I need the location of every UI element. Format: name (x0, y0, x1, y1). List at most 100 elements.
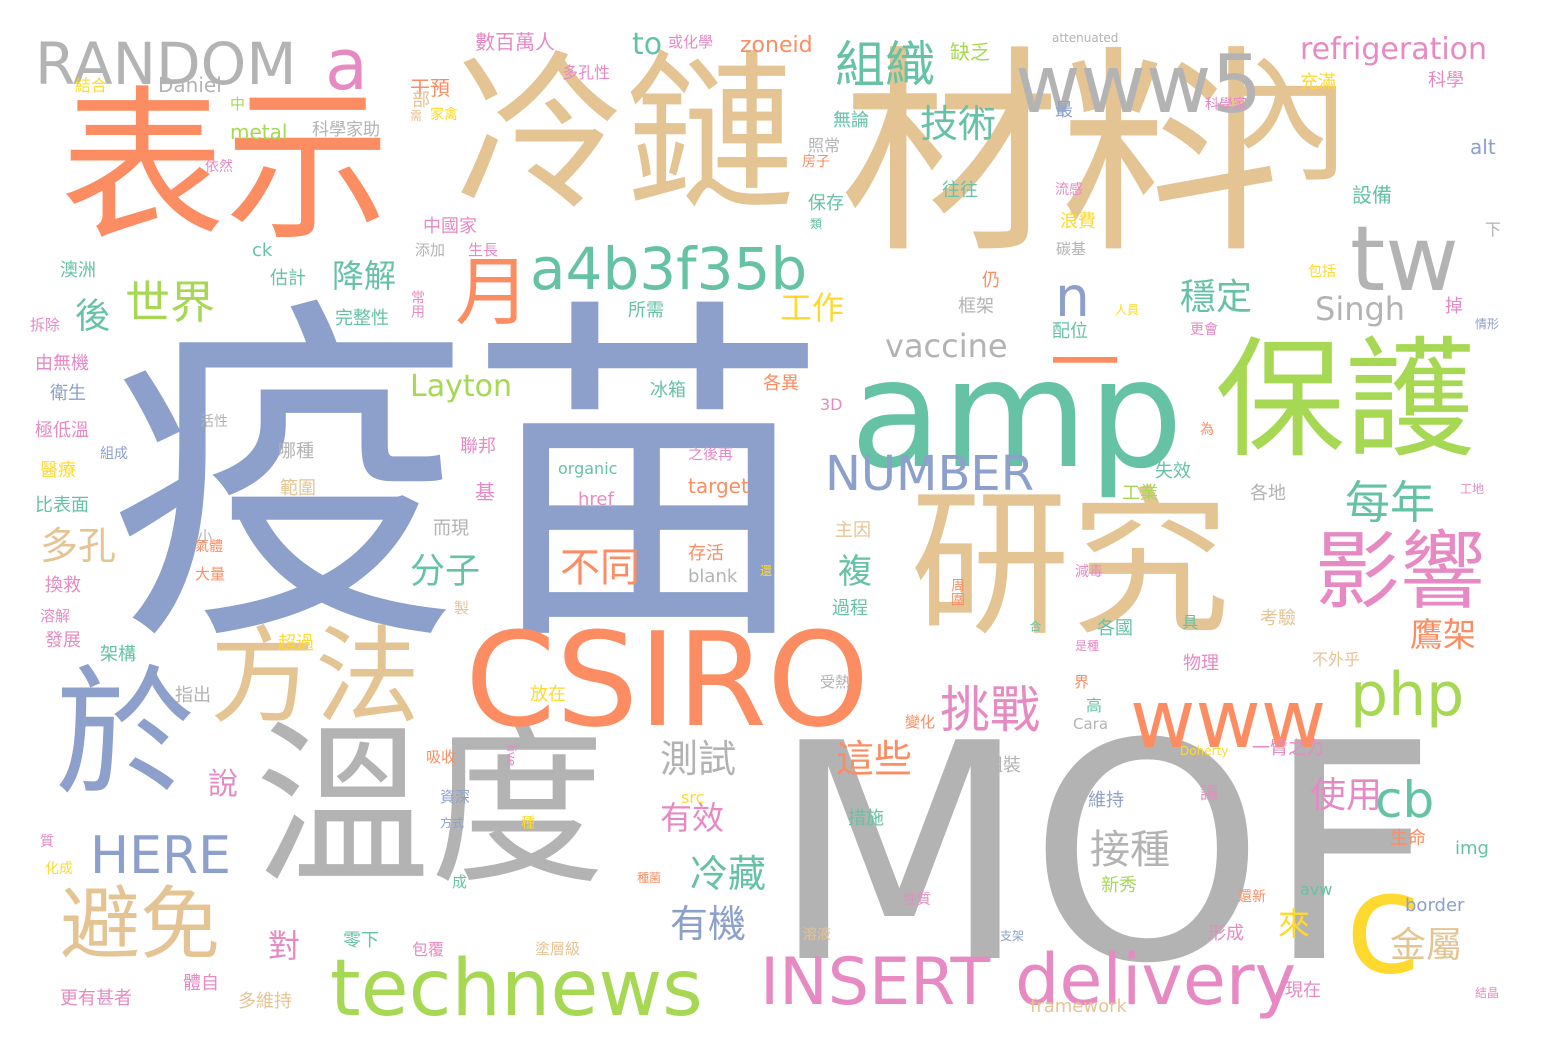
word-cloud-word: 工作 (780, 289, 845, 327)
word-cloud-word: 維持 (1088, 790, 1124, 811)
word-cloud-word: 溫度 (255, 706, 605, 909)
word-cloud-word: php (1350, 660, 1465, 730)
word-cloud-word: 種菌 (637, 871, 662, 885)
word-cloud-word: ck (252, 240, 273, 261)
word-cloud-word: Layton (410, 369, 512, 404)
word-cloud-word: 鷹架 (1410, 615, 1476, 654)
word-cloud-word: 超過 (278, 633, 314, 654)
word-cloud-word: 溶液 (803, 927, 831, 943)
word-cloud-word: HERE (90, 826, 231, 886)
word-cloud-word: 估計 (270, 268, 306, 289)
word-cloud-word: 極低溫 (35, 420, 89, 441)
word-cloud-word: 說 (208, 767, 238, 802)
word-cloud-word: 成 (452, 873, 468, 891)
word-cloud-word: 製 (452, 600, 470, 615)
word-cloud-word: 支架 (1000, 929, 1025, 943)
word-cloud-word: 澳洲 (60, 260, 96, 281)
word-cloud-word: 有效 (660, 799, 725, 837)
word-cloud-word: 還新 (1238, 889, 1266, 905)
word-cloud-word: 分子 (410, 552, 481, 592)
word-cloud-word: 種 (519, 815, 535, 829)
word-cloud-word: 各地 (1250, 483, 1286, 504)
word-cloud-word: 掉 (1445, 296, 1463, 317)
word-cloud-word: 化成 (45, 861, 73, 877)
word-cloud-word: 更會 (1190, 322, 1218, 338)
word-cloud-word: 往往 (942, 180, 978, 201)
word-cloud-word: 3D (820, 395, 843, 414)
word-cloud-word: 內 (1215, 44, 1350, 201)
word-cloud-word: 哪種 (278, 441, 314, 462)
word-cloud-word: 避免 (60, 878, 220, 971)
word-cloud-word: 比表面 (35, 495, 89, 516)
word-cloud-word: 活性 (200, 414, 228, 430)
word-cloud-word: 接種 (1090, 827, 1170, 873)
word-cloud-word: 還 (760, 564, 773, 578)
word-cloud-word: border (1405, 895, 1465, 916)
word-cloud-word: 考驗 (1260, 608, 1296, 629)
word-cloud-word: 對 (268, 927, 301, 965)
word-cloud-word: 基 (475, 480, 495, 504)
word-cloud-word: 後 (75, 297, 111, 337)
word-cloud-word: 大量 (195, 565, 226, 583)
word-cloud-word: 資深 (440, 788, 471, 806)
word-cloud-word: 發展 (45, 630, 81, 651)
word-cloud-word: 過程 (832, 598, 868, 619)
word-cloud-word: 具 (1182, 613, 1199, 632)
word-cloud-word: 塗層級 (535, 940, 581, 958)
word-cloud-word: 放在 (530, 684, 566, 705)
word-cloud-word: 降解 (332, 257, 397, 295)
word-cloud-word: Daniel (158, 73, 222, 97)
word-cloud-word: 一臂之力 (1252, 738, 1324, 759)
word-cloud-word: cb (1375, 771, 1435, 829)
word-cloud-word: 科學家 (1205, 97, 1247, 113)
word-cloud-word: 於 (55, 653, 196, 816)
word-cloud-word: Cara (1073, 715, 1109, 733)
word-cloud-word: delivery (1015, 939, 1297, 1021)
word-cloud-word: 受熱 (820, 673, 851, 691)
word-cloud-word: 衛生 (50, 383, 86, 404)
word-cloud-word: vaccine (885, 327, 1008, 365)
word-cloud-word: blank (688, 566, 738, 587)
word-cloud-word: 框架 (958, 296, 994, 317)
word-cloud-word: 家禽 (430, 107, 458, 123)
word-cloud-word: 醫療 (40, 460, 76, 481)
word-cloud-word: 包覆 (412, 940, 445, 959)
word-cloud-word: img (1455, 838, 1489, 859)
word-cloud-word: 現在 (1285, 980, 1321, 1001)
word-cloud-word: 每年 (1345, 476, 1436, 529)
word-cloud-word: 小 (198, 529, 212, 545)
word-cloud-word: 工地 (1460, 482, 1485, 496)
word-cloud-word: 科學 (1428, 70, 1464, 91)
word-cloud-word: 依然 (205, 159, 233, 175)
word-cloud-word: 零下 (343, 930, 379, 951)
word-cloud-word: 生長 (468, 241, 499, 259)
word-cloud-word: 界 (1074, 673, 1090, 691)
word-cloud-word: 工業 (1122, 483, 1158, 504)
word-cloud-word: 表示 (60, 71, 390, 263)
word-cloud-word: 組成 (100, 446, 128, 462)
word-cloud-word: 設備 (1352, 183, 1392, 207)
word-cloud-word: 需 (410, 109, 423, 123)
word-cloud-word: 所需 (628, 300, 664, 321)
word-cloud-word: 周圍 (949, 578, 965, 606)
word-cloud-word: 保存 (808, 193, 844, 214)
word-cloud-word: 而現 (433, 518, 469, 539)
word-cloud-word: a4b3f35b (530, 235, 808, 303)
word-cloud-word: CSIRO (465, 604, 870, 756)
word-cloud-word: tw (1350, 207, 1459, 312)
word-cloud-word: 冷藏 (690, 852, 767, 896)
word-cloud-word: 中 (230, 95, 246, 113)
word-cloud-word: 聯邦 (460, 436, 496, 457)
word-cloud-word: NUMBER (825, 446, 1035, 502)
word-cloud-word: 測試 (660, 737, 737, 781)
word-cloud-word: 完整性 (335, 308, 389, 329)
word-cloud-word: 各異 (763, 373, 799, 394)
word-cloud-word: 碳基 (1056, 240, 1087, 258)
word-cloud-word: 來 (1278, 905, 1311, 943)
word-cloud-word: zoneid (740, 33, 813, 58)
word-cloud-word: 金屬 (1390, 925, 1463, 966)
word-cloud-word: 研究 (910, 471, 1231, 658)
word-cloud-word: 月 (455, 248, 531, 336)
word-cloud-word: 措施 (848, 808, 884, 829)
